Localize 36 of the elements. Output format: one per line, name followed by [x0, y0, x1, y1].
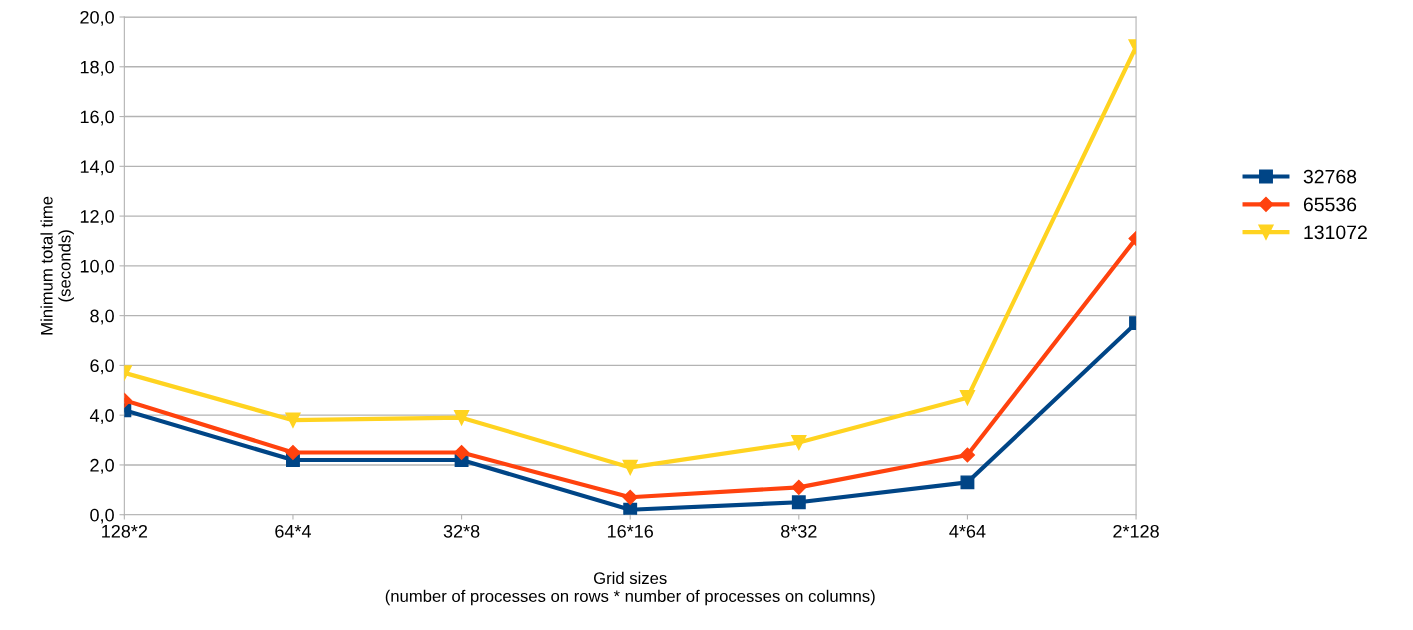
x-tick-label: 32*8 — [443, 524, 480, 538]
y-tick-label: 8,0 — [90, 309, 114, 325]
point — [791, 434, 807, 451]
y-tick-label: 10,0 — [80, 259, 114, 275]
y-tick-label: 16,0 — [80, 110, 114, 126]
point — [622, 459, 638, 476]
legend-label: 32768 — [1303, 169, 1357, 184]
point — [791, 495, 806, 510]
point — [285, 444, 301, 461]
x-tick-label: 8*32 — [781, 524, 817, 538]
y-tick-label: 18,0 — [80, 60, 114, 76]
point — [959, 390, 976, 406]
point — [454, 444, 470, 461]
y-axis-title: Minimum total time (seconds) — [40, 196, 74, 335]
point — [622, 489, 638, 505]
y-tick-label: 0,0 — [90, 508, 114, 524]
x-tick-label: 2*128 — [1113, 524, 1159, 538]
y-tick-label: 14,0 — [80, 160, 114, 176]
y-tick-label: 2,0 — [90, 458, 114, 474]
point — [285, 412, 301, 428]
y-tick-label: 6,0 — [90, 359, 114, 375]
legend-label: 131072 — [1304, 225, 1367, 240]
y-tick-label: 4,0 — [89, 409, 114, 425]
point — [960, 475, 975, 490]
x-tick-label: 64*4 — [275, 524, 312, 538]
x-tick-label: 128*2 — [102, 524, 148, 538]
x-tick-label: 4*64 — [949, 524, 986, 538]
x-axis-title: Grid sizes (number of processes on rows * number of processes on columns) — [385, 571, 875, 606]
point — [623, 502, 638, 515]
y-tick-label: 20,0 — [80, 10, 114, 26]
y-tick-label: 12,0 — [80, 210, 114, 225]
point — [453, 410, 470, 426]
x-tick-label: 16*16 — [607, 524, 653, 538]
legend-label: 65536 — [1303, 197, 1357, 212]
point — [959, 447, 976, 463]
point — [791, 479, 807, 495]
